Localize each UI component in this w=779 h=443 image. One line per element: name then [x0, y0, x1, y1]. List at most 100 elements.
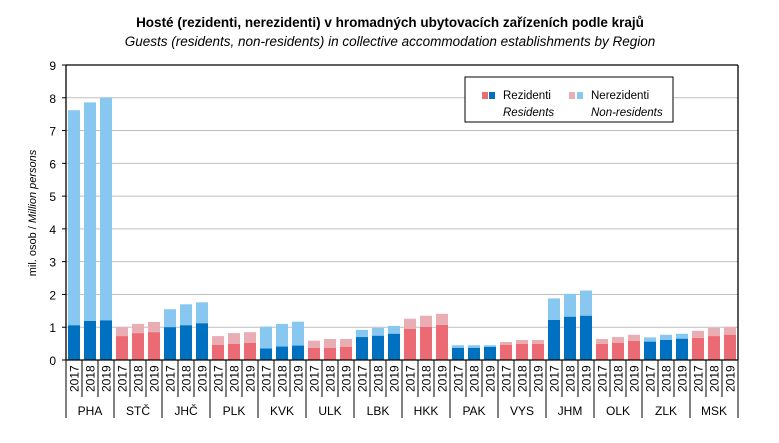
x-tick-label-year: 2019: [676, 365, 690, 392]
x-tick-label-year: 2017: [404, 365, 418, 392]
y-tick-label: 4: [49, 223, 56, 237]
x-tick-label-year: 2018: [612, 365, 626, 392]
x-tick-label-year: 2017: [356, 365, 370, 392]
y-tick-label: 0: [49, 354, 56, 368]
x-tick-label-year: 2019: [340, 365, 354, 392]
x-tick-label-year: 2018: [180, 365, 194, 392]
bar-nonresidents-MSK-2019: [724, 326, 736, 335]
bar-residents-PHA-2017: [68, 325, 80, 360]
x-tick-label-region: STČ: [126, 403, 150, 418]
x-tick-label-year: 2017: [164, 365, 178, 392]
x-tick-label-year: 2017: [692, 365, 706, 392]
x-tick-label-year: 2018: [660, 365, 674, 392]
bar-residents-MSK-2018: [708, 336, 720, 360]
bar-residents-HKK-2019: [436, 324, 448, 360]
bar-nonresidents-KVK-2017: [260, 326, 272, 349]
x-tick-label-region: HKK: [414, 404, 439, 418]
bar-residents-VYS-2018: [516, 343, 528, 360]
chart-subtitle: Guests (residents, non-residents) in col…: [125, 34, 656, 49]
bar-residents-STČ-2017: [116, 336, 128, 360]
x-tick-label-year: 2018: [468, 365, 482, 392]
bar-nonresidents-ULK-2018: [324, 339, 336, 348]
x-tick-label-year: 2019: [196, 365, 210, 392]
legend-residents-cz: Rezidenti: [503, 90, 551, 102]
x-tick-label-region: JHČ: [174, 403, 198, 418]
chart-title: Hosté (rezidenti, nerezidenti) v hromadn…: [136, 15, 644, 30]
bar-residents-STČ-2019: [148, 332, 160, 360]
bar-nonresidents-KVK-2019: [292, 321, 304, 346]
x-tick-label-year: 2017: [68, 365, 82, 392]
x-tick-label-year: 2018: [372, 365, 386, 392]
bar-nonresidents-PAK-2018: [468, 345, 480, 348]
x-tick-label-year: 2017: [308, 365, 322, 392]
x-tick-label-region: JHM: [558, 404, 583, 418]
legend-nonresidents-en: Non-residents: [591, 107, 663, 119]
bar-residents-ULK-2019: [340, 346, 352, 360]
bar-nonresidents-PHA-2017: [68, 110, 80, 326]
y-tick-label: 8: [49, 92, 56, 106]
bar-residents-MSK-2019: [724, 334, 736, 360]
bar-nonresidents-OLK-2018: [612, 337, 624, 343]
bar-residents-PAK-2017: [452, 347, 464, 360]
x-tick-label-region: OLK: [606, 404, 630, 418]
bar-nonresidents-PHA-2019: [100, 97, 112, 321]
x-tick-label-year: 2019: [148, 365, 162, 392]
y-axis-label-en: Million persons: [27, 149, 39, 223]
bar-residents-JHČ-2018: [180, 325, 192, 360]
bar-nonresidents-HKK-2017: [404, 318, 416, 329]
bar-residents-PLK-2017: [212, 344, 224, 360]
bar-nonresidents-ZLK-2017: [644, 337, 656, 342]
bar-nonresidents-PAK-2017: [452, 345, 464, 348]
bar-residents-JHČ-2019: [196, 323, 208, 360]
bar-nonresidents-STČ-2018: [132, 323, 144, 334]
bar-residents-JHM-2017: [548, 320, 560, 360]
bar-nonresidents-JHČ-2018: [180, 304, 192, 326]
y-tick-label: 3: [49, 256, 56, 270]
bar-residents-HKK-2017: [404, 328, 416, 360]
bar-residents-PHA-2019: [100, 320, 112, 360]
x-tick-label-year: 2019: [292, 365, 306, 392]
x-tick-label-year: 2018: [276, 365, 290, 392]
bar-residents-ZLK-2018: [660, 340, 672, 360]
legend-swatch-nonresident-red: [569, 92, 575, 99]
bar-residents-PLK-2019: [244, 342, 256, 360]
x-tick-label-year: 2018: [132, 365, 146, 392]
bar-nonresidents-ZLK-2018: [660, 334, 672, 341]
bar-residents-LBK-2018: [372, 335, 384, 360]
bar-nonresidents-HKK-2018: [420, 315, 432, 327]
x-tick-label-year: 2018: [420, 365, 434, 392]
y-tick-label: 1: [49, 321, 56, 335]
x-tick-label-year: 2019: [244, 365, 258, 392]
bar-residents-KVK-2018: [276, 346, 288, 360]
bar-nonresidents-PLK-2017: [212, 336, 224, 345]
x-tick-label-year: 2019: [724, 365, 738, 392]
bar-residents-JHM-2018: [564, 316, 576, 360]
bar-nonresidents-LBK-2019: [388, 325, 400, 334]
x-tick-label-year: 2017: [212, 365, 226, 392]
bar-residents-OLK-2017: [596, 343, 608, 360]
x-tick-label-year: 2017: [452, 365, 466, 392]
bar-nonresidents-MSK-2017: [692, 330, 704, 339]
x-tick-label-year: 2018: [324, 365, 338, 392]
bar-nonresidents-PLK-2019: [244, 332, 256, 343]
bar-nonresidents-LBK-2017: [356, 329, 368, 338]
x-tick-label-year: 2019: [388, 365, 402, 392]
legend-swatch-resident-red: [482, 92, 488, 99]
x-tick-label-year: 2018: [228, 365, 242, 392]
bar-residents-JHČ-2017: [164, 327, 176, 360]
bar-residents-OLK-2019: [628, 340, 640, 360]
bars: [68, 97, 736, 360]
bar-nonresidents-ULK-2019: [340, 339, 352, 347]
bar-residents-PLK-2018: [228, 343, 240, 360]
bar-nonresidents-STČ-2019: [148, 321, 160, 333]
x-tick-label-year: 2017: [644, 365, 658, 392]
x-tick-label-region: LBK: [367, 404, 390, 418]
bar-nonresidents-VYS-2018: [516, 340, 528, 344]
x-tick-label-year: 2019: [484, 365, 498, 392]
bar-nonresidents-JHM-2017: [548, 298, 560, 321]
y-tick-label: 6: [49, 157, 56, 171]
bar-nonresidents-JHM-2019: [580, 290, 592, 316]
bar-nonresidents-PLK-2018: [228, 333, 240, 344]
bar-residents-MSK-2017: [692, 338, 704, 360]
